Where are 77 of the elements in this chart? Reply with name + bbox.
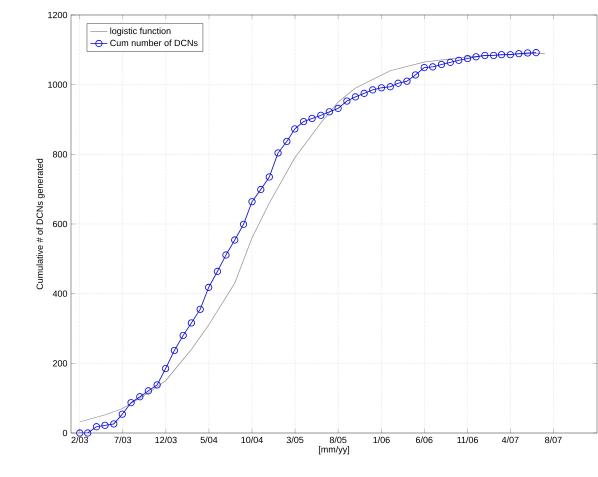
legend-label: Cum number of DCNs	[110, 40, 198, 46]
point	[506, 51, 514, 58]
point	[455, 56, 462, 64]
point	[317, 112, 324, 119]
y-axis-title: Cumulative # of DCNs generated	[36, 158, 45, 290]
point	[205, 284, 212, 291]
point	[524, 49, 532, 57]
point	[127, 399, 135, 406]
point	[360, 90, 368, 97]
point	[274, 149, 282, 157]
point	[352, 93, 359, 100]
point	[446, 58, 454, 66]
point	[291, 125, 298, 132]
x-tick-label: 11/06	[457, 436, 478, 444]
point	[118, 410, 126, 418]
x-tick-label: 5/04	[200, 436, 218, 444]
point	[92, 423, 100, 430]
point	[420, 64, 428, 72]
x-tick-label: 7/03	[114, 436, 132, 444]
x-tick-label: 3/05	[286, 436, 304, 444]
point	[343, 97, 350, 105]
y-tick-label: 400	[52, 290, 68, 297]
point	[283, 138, 290, 146]
x-tick-label: 12/03	[155, 436, 177, 444]
point	[180, 332, 187, 340]
point	[136, 393, 144, 400]
point	[240, 220, 248, 228]
point	[266, 173, 273, 181]
point	[144, 387, 152, 394]
point	[76, 429, 84, 437]
point	[231, 236, 238, 244]
point	[438, 60, 446, 68]
point	[188, 319, 195, 327]
x-tick-label: 8/05	[330, 436, 346, 444]
point	[84, 429, 92, 437]
point	[154, 381, 161, 389]
point	[222, 251, 230, 259]
point	[515, 50, 522, 58]
point	[162, 364, 170, 372]
y-tick-label: 1200	[48, 12, 68, 18]
point	[257, 186, 264, 194]
point	[412, 71, 420, 78]
point	[378, 84, 386, 92]
x-tick-label: 4/07	[502, 436, 519, 444]
x-axis-title: [mm/yy]	[318, 446, 350, 454]
point	[196, 306, 204, 313]
legend-label: logistic function	[110, 28, 170, 36]
point	[429, 63, 436, 70]
x-tick-label: 2/03	[72, 436, 88, 444]
point	[300, 118, 308, 126]
x-tick-label: 1/06	[373, 436, 390, 444]
point	[326, 108, 333, 116]
x-tick-label: 8/07	[545, 436, 562, 444]
point	[464, 54, 472, 62]
y-tick-label: 800	[52, 151, 68, 158]
point	[101, 422, 109, 429]
point	[394, 80, 402, 87]
y-tick-label: 0	[62, 430, 68, 436]
y-tick-label: 600	[52, 220, 68, 228]
x-tick-label: 6/06	[416, 436, 433, 444]
point	[490, 52, 498, 59]
point	[170, 346, 178, 354]
point	[498, 51, 506, 58]
point	[481, 52, 488, 59]
y-tick-label: 200	[52, 360, 68, 367]
x-tick-label: 10/04	[241, 436, 263, 444]
point	[214, 268, 222, 275]
point	[472, 53, 480, 60]
point	[403, 78, 411, 85]
point	[386, 83, 394, 90]
point	[110, 420, 118, 428]
point	[308, 114, 316, 122]
point	[532, 49, 540, 56]
y-tick-label: 1000	[48, 81, 68, 88]
point	[248, 198, 256, 206]
point	[369, 86, 376, 94]
point	[334, 104, 342, 112]
